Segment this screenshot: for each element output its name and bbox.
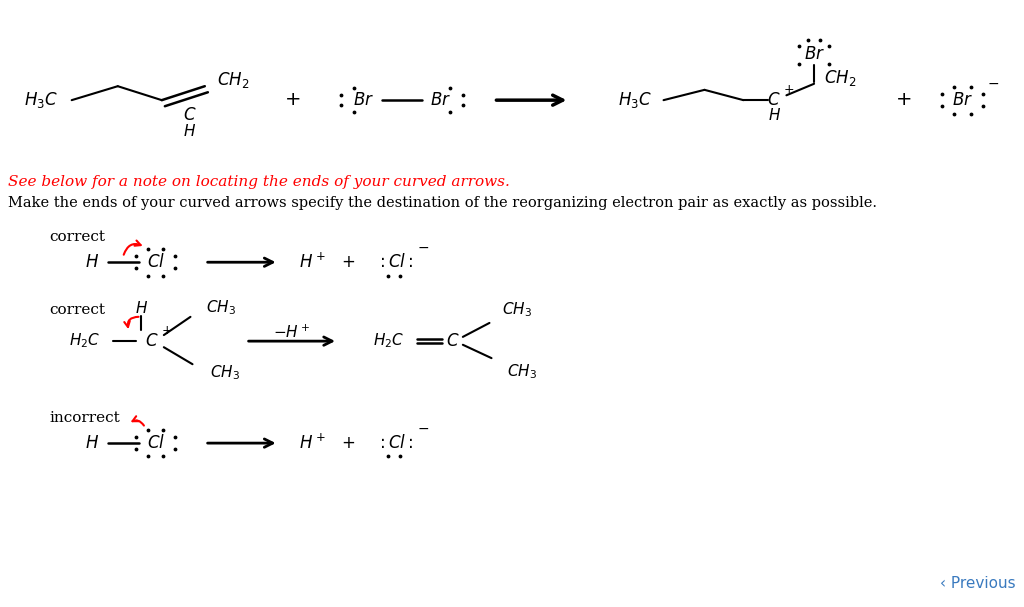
- Text: $CH_2$: $CH_2$: [823, 68, 856, 87]
- Text: $H^+$: $H^+$: [299, 253, 326, 272]
- Text: $C$: $C$: [144, 333, 159, 350]
- Text: $Cl$: $Cl$: [146, 434, 165, 452]
- Text: $H_3C$: $H_3C$: [24, 90, 58, 110]
- Text: $Br$: $Br$: [952, 92, 973, 109]
- FancyArrowPatch shape: [124, 240, 140, 255]
- Text: $H$: $H$: [135, 300, 147, 316]
- Text: ‹ Previous: ‹ Previous: [940, 577, 1016, 591]
- Text: See below for a note on locating the ends of your curved arrows.: See below for a note on locating the end…: [8, 175, 510, 189]
- Text: $CH_3$: $CH_3$: [206, 299, 237, 317]
- Text: $Br$: $Br$: [430, 92, 451, 109]
- Text: $CH_3$: $CH_3$: [210, 364, 241, 382]
- Text: $-$: $-$: [987, 76, 999, 90]
- Text: $CH_3$: $CH_3$: [502, 300, 532, 319]
- Text: $+$: $+$: [341, 254, 355, 271]
- Text: $-$: $-$: [417, 240, 429, 254]
- FancyArrowPatch shape: [124, 317, 138, 327]
- Text: $CH_2$: $CH_2$: [217, 70, 250, 90]
- FancyArrowPatch shape: [132, 416, 144, 426]
- Text: $-$: $-$: [417, 421, 429, 435]
- Text: $H$: $H$: [85, 435, 99, 452]
- Text: $C$: $C$: [767, 92, 781, 109]
- Text: $Cl$: $Cl$: [146, 253, 165, 271]
- Text: correct: correct: [49, 302, 105, 317]
- Text: $CH_3$: $CH_3$: [507, 362, 538, 381]
- Text: $H^+$: $H^+$: [299, 433, 326, 453]
- Text: incorrect: incorrect: [49, 410, 120, 425]
- Text: $Br$: $Br$: [353, 92, 374, 109]
- Text: $H$: $H$: [768, 107, 780, 123]
- Text: $+$: $+$: [783, 83, 794, 97]
- Text: $Br$: $Br$: [804, 46, 824, 63]
- Text: Make the ends of your curved arrows specify the destination of the reorganizing : Make the ends of your curved arrows spec…: [8, 196, 878, 211]
- Text: $C$: $C$: [445, 333, 460, 350]
- Text: $C$: $C$: [182, 107, 197, 124]
- Text: $H_3C$: $H_3C$: [617, 90, 652, 110]
- Text: $:Cl:$: $:Cl:$: [376, 253, 413, 271]
- Text: $+$: $+$: [895, 91, 911, 109]
- Text: $:Cl:$: $:Cl:$: [376, 434, 413, 452]
- Text: $+$: $+$: [284, 91, 300, 109]
- Text: $H_2C$: $H_2C$: [374, 332, 404, 350]
- Text: correct: correct: [49, 229, 105, 244]
- Text: $H$: $H$: [183, 123, 196, 138]
- Text: $+$: $+$: [162, 324, 172, 337]
- Text: $+$: $+$: [341, 435, 355, 452]
- Text: $-H^+$: $-H^+$: [273, 324, 310, 341]
- Text: $H$: $H$: [85, 254, 99, 271]
- Text: $H_2C$: $H_2C$: [70, 332, 100, 350]
